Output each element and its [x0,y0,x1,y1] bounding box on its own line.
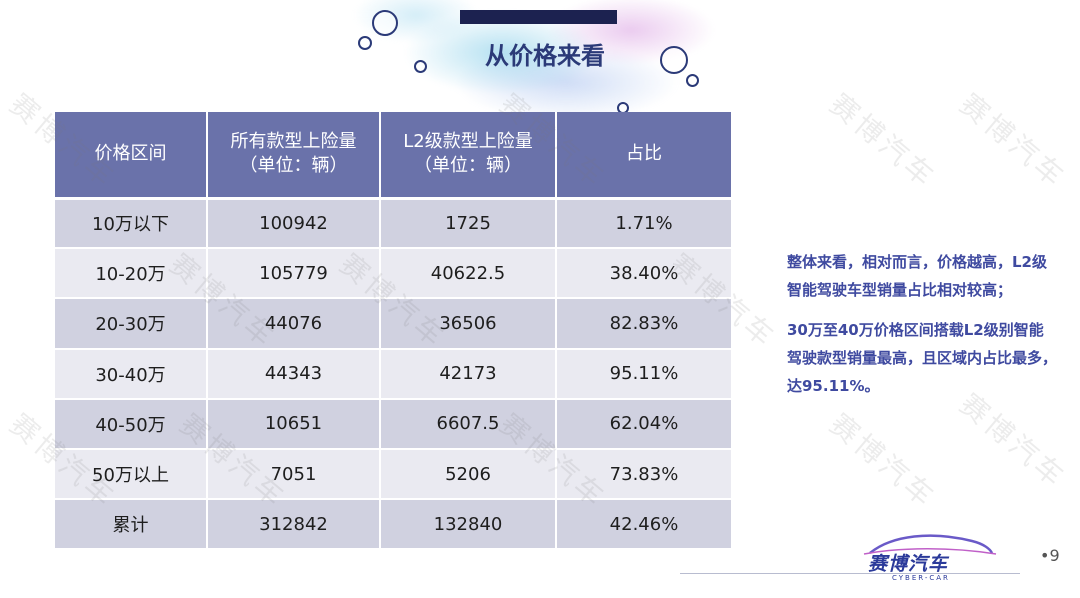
brand-logo-text: 赛博汽车 [868,553,949,575]
bubble-decoration [686,74,699,87]
cell-l2-models: 132840 [380,499,557,551]
bubble-decoration [660,46,688,74]
summary-text: 整体来看，相对而言，价格越高，L2级智能驾驶车型销量占比相对较高； 30万至40… [787,248,1057,400]
page-title: 从价格来看 [485,42,605,70]
table-row: 20-30万 44076 36506 82.83% [55,298,731,350]
cell-ratio: 73.83% [556,448,731,501]
cell-ratio: 1.71% [556,198,731,250]
cell-price-range: 20-30万 [55,298,208,350]
cell-all-models: 312842 [207,499,381,551]
cell-ratio: 95.11% [556,348,731,400]
cell-l2-models: 5206 [380,448,557,501]
cell-l2-models: 42173 [380,348,557,400]
bubble-decoration [372,10,398,36]
table-row: 40-50万 10651 6607.5 62.04% [55,398,731,450]
summary-paragraph: 整体来看，相对而言，价格越高，L2级智能驾驶车型销量占比相对较高； [787,253,1047,299]
bubble-decoration [414,60,427,73]
watermark-text: 赛博汽车 [953,87,1073,195]
brand-logo: 赛博汽车 CYBER-CAR [862,527,997,587]
table-row: 10-20万 105779 40622.5 38.40% [55,248,731,300]
header-all-models: 所有款型上险量 （单位：辆） [207,112,381,200]
title-bar [460,10,617,24]
cell-price-range: 累计 [55,499,208,551]
cell-all-models: 10651 [207,398,381,450]
cell-all-models: 44076 [207,298,381,350]
header-price-range: 价格区间 [55,112,208,200]
price-range-table: 价格区间 所有款型上险量 （单位：辆） L2级款型上险量 （单位：辆） 占比 10万… [55,112,731,551]
cell-price-range: 40-50万 [55,398,208,450]
cell-all-models: 44343 [207,348,381,400]
watermark-text: 赛博汽车 [953,387,1073,495]
table-header-row: 价格区间 所有款型上险量 （单位：辆） L2级款型上险量 （单位：辆） 占比 [55,112,731,200]
watermark-text: 赛博汽车 [823,407,943,515]
footer-divider [680,573,1020,574]
cell-price-range: 30-40万 [55,348,208,400]
cell-l2-models: 6607.5 [380,398,557,450]
cell-ratio: 42.46% [556,499,731,551]
car-silhouette-icon [863,534,997,555]
cell-price-range: 10-20万 [55,248,208,300]
page-number: •9 [1040,546,1060,565]
cell-ratio: 38.40% [556,248,731,300]
cell-ratio: 62.04% [556,398,731,450]
watermark-text: 赛博汽车 [823,87,943,195]
cell-l2-models: 36506 [380,298,557,350]
brand-logo-subtext: CYBER-CAR [892,574,950,582]
cell-ratio: 82.83% [556,298,731,350]
cell-l2-models: 1725 [380,198,557,250]
cell-price-range: 50万以上 [55,448,208,501]
header-ratio: 占比 [556,112,731,200]
cell-all-models: 105779 [207,248,381,300]
table-row: 50万以上 7051 5206 73.83% [55,448,731,501]
table-row: 30-40万 44343 42173 95.11% [55,348,731,400]
cell-price-range: 10万以下 [55,198,208,250]
bubble-decoration [358,36,372,50]
cell-l2-models: 40622.5 [380,248,557,300]
summary-paragraph: 30万至40万价格区间搭载L2级别智能驾驶款型销量最高，且区域内占比最多，达95… [787,321,1058,395]
table-row-total: 累计 312842 132840 42.46% [55,499,731,551]
table-row: 10万以下 100942 1725 1.71% [55,198,731,250]
cell-all-models: 100942 [207,198,381,250]
cell-all-models: 7051 [207,448,381,501]
header-l2-models: L2级款型上险量 （单位：辆） [380,112,557,200]
